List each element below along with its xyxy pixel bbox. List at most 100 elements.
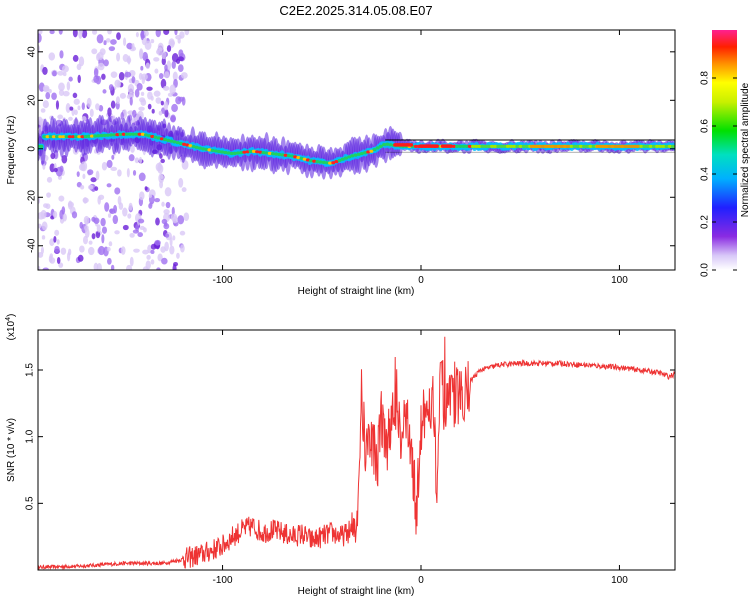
noise-mark xyxy=(150,38,155,44)
noise-mark xyxy=(58,195,65,202)
noise-mark xyxy=(164,233,170,238)
noise-mark xyxy=(150,243,157,250)
ridge-peak-mark xyxy=(595,144,640,148)
noise-mark xyxy=(91,216,96,222)
noise-mark xyxy=(142,51,149,61)
noise-mark xyxy=(158,110,163,116)
noise-mark xyxy=(103,59,109,67)
ridge-core-mark xyxy=(153,135,158,139)
noise-mark xyxy=(42,267,50,270)
noise-mark xyxy=(169,84,176,95)
ridge-peak-mark xyxy=(393,143,414,147)
ridge-core-mark xyxy=(340,157,345,161)
noise-mark xyxy=(65,103,71,114)
ridge-core-mark xyxy=(166,138,171,142)
ridge-core-mark xyxy=(137,132,142,136)
ridge-core-mark xyxy=(169,139,174,143)
noise-mark xyxy=(155,30,161,38)
noise-mark xyxy=(166,60,172,71)
noise-mark xyxy=(107,30,112,35)
y-tick-label: 40 xyxy=(27,46,38,58)
ridge-core-mark xyxy=(118,132,123,137)
ridge-core-mark xyxy=(197,146,202,150)
noise-mark xyxy=(66,81,71,91)
noise-mark xyxy=(106,246,111,252)
noise-mark xyxy=(77,105,81,111)
ridge-core-mark xyxy=(518,144,523,148)
noise-mark xyxy=(116,32,121,40)
ridge-core-mark xyxy=(140,132,145,136)
noise-mark xyxy=(95,103,100,111)
noise-mark xyxy=(138,156,143,164)
noise-mark xyxy=(94,186,99,191)
ridge-core-mark xyxy=(58,135,63,139)
noise-mark xyxy=(42,85,50,93)
noise-mark xyxy=(78,30,83,39)
ridge-core-mark xyxy=(264,151,269,155)
noise-mark xyxy=(82,173,86,179)
noise-mark xyxy=(42,100,49,109)
ridge-core-mark xyxy=(353,153,358,157)
snr-frame xyxy=(37,329,676,571)
noise-mark xyxy=(127,55,131,65)
noise-mark xyxy=(87,246,95,256)
noise-mark xyxy=(164,241,169,252)
ridge-core-mark xyxy=(667,144,672,148)
noise-mark xyxy=(148,203,153,209)
noise-mark xyxy=(129,232,135,238)
colorbar-tick-label: 0.4 xyxy=(700,167,711,181)
noise-mark xyxy=(49,30,55,35)
noise-mark xyxy=(160,158,165,164)
noise-mark xyxy=(38,265,41,270)
ridge-core-mark xyxy=(461,144,466,148)
ridge-core-mark xyxy=(502,144,507,148)
noise-mark xyxy=(95,230,101,239)
noise-mark xyxy=(147,103,152,110)
noise-mark xyxy=(109,208,114,213)
noise-mark xyxy=(133,248,140,253)
ridge-core-mark xyxy=(372,147,377,152)
noise-mark xyxy=(172,235,176,241)
noise-mark xyxy=(175,35,182,40)
noise-mark xyxy=(111,154,115,160)
noise-mark xyxy=(91,48,98,55)
ridge-core-mark xyxy=(128,132,133,136)
noise-mark xyxy=(55,100,60,110)
ridge-core-mark xyxy=(582,144,587,148)
ridge-core-mark xyxy=(45,135,50,139)
snr-ticks: -100 0 100 0.5 1.0 1.5 xyxy=(25,330,675,586)
noise-mark xyxy=(155,217,160,226)
ridge-core-mark xyxy=(569,144,574,148)
noise-mark xyxy=(183,212,190,222)
colorbar-tick-label: 0.6 xyxy=(700,119,711,133)
ridge-core-mark xyxy=(490,144,495,148)
noise-mark xyxy=(163,223,170,230)
ridge-core-mark xyxy=(480,144,485,148)
ridge-core-mark xyxy=(588,144,593,148)
noise-mark xyxy=(164,187,172,197)
noise-mark xyxy=(132,170,137,176)
ridge-core-mark xyxy=(499,144,504,148)
ridge-core-mark xyxy=(159,137,164,141)
ridge-core-mark xyxy=(639,144,644,148)
noise-mark xyxy=(165,201,171,209)
snr-y-label: SNR (10 * v/v) xyxy=(6,418,17,482)
noise-mark xyxy=(126,168,130,178)
ridge-core-mark xyxy=(493,144,498,148)
noise-mark xyxy=(80,161,88,172)
noise-mark xyxy=(127,83,135,94)
noise-mark xyxy=(144,186,148,191)
noise-mark xyxy=(120,112,124,120)
noise-mark xyxy=(58,30,63,35)
noise-mark xyxy=(110,100,116,109)
noise-mark xyxy=(177,215,185,225)
noise-mark xyxy=(78,56,85,67)
noise-mark xyxy=(41,235,46,240)
noise-mark xyxy=(77,74,81,84)
snr-panel: -100 0 100 0.5 1.0 1.5 Height of straight lin… xyxy=(5,314,676,597)
noise-mark xyxy=(134,157,140,164)
noise-mark xyxy=(139,48,144,59)
noise-mark xyxy=(128,202,133,211)
x-tick-label: 0 xyxy=(418,575,424,586)
ridge-core-mark xyxy=(226,151,231,155)
